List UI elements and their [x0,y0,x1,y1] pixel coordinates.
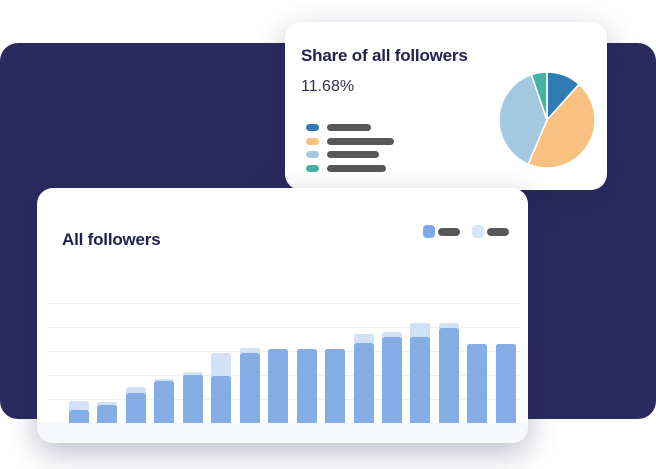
bar-chart [48,291,521,423]
share-card: Share of all followers 11.68% [285,22,607,190]
legend-item [306,151,394,158]
bar-secondary-segment [97,402,118,405]
legend-swatch [306,164,319,172]
bar [97,402,118,423]
chart-footer-strip [37,423,528,443]
bar [495,344,516,423]
bar-primary-segment [495,344,516,423]
bar-secondary-segment [69,401,89,410]
bar-primary-segment [211,376,232,423]
legend-item [423,225,460,238]
bar-primary-segment [296,349,317,423]
bar-primary-segment [125,393,146,423]
bar-primary-segment [381,337,402,423]
bar [381,332,402,423]
bar [467,344,488,423]
followers-card-title: All followers [62,230,161,249]
legend-label-placeholder [327,124,371,131]
bar-primary-segment [239,353,260,423]
bar [154,379,175,423]
bar-secondary-segment [125,387,146,393]
bar [296,349,317,423]
legend-swatch [306,151,319,158]
bar [325,349,346,423]
legend-item [306,137,394,145]
bar [410,323,431,423]
bar [438,323,459,423]
bar-secondary-segment [438,323,459,328]
bar-primary-segment [353,343,374,423]
bar-secondary-segment [211,353,232,376]
slice-orange [527,83,596,169]
bars-container [48,291,521,423]
bar [69,401,89,423]
share-card-title: Share of all followers [301,46,468,65]
legend-swatch [472,225,484,238]
bar [353,334,374,423]
bar [268,349,289,423]
bar-primary-segment [268,349,289,423]
legend-label-placeholder [438,227,460,236]
bar [125,387,146,423]
legend-label-placeholder [327,151,379,158]
pie-chart-svg [498,71,596,169]
bar [239,348,260,423]
legend-item [306,164,394,172]
legend-label-placeholder [327,164,386,172]
share-legend [306,124,394,172]
legend-swatch [306,137,319,145]
legend-swatch [423,225,435,238]
bar-secondary-segment [239,348,260,353]
bar-secondary-segment [410,323,431,337]
bar-secondary-segment [154,379,175,381]
gridline [48,303,521,304]
bar-secondary-segment [381,332,402,337]
bar-primary-segment [325,349,346,423]
pie-chart [498,71,596,169]
bar-primary-segment [467,344,488,423]
legend-swatch [306,124,319,131]
bar-primary-segment [182,375,203,423]
followers-card: All followers [37,188,528,443]
slice-teal [530,71,548,121]
bar-primary-segment [97,405,118,423]
legend-label-placeholder [327,137,394,145]
bar-secondary-segment [353,334,374,343]
bar [182,372,203,423]
bar-primary-segment [438,328,459,423]
bar-secondary-segment [182,372,203,375]
legend-item [306,124,394,131]
bar-primary-segment [154,381,175,423]
slice-light-blue [498,73,548,165]
bar-primary-segment [69,410,89,423]
gridline [48,327,521,328]
legend-label-placeholder [487,227,509,236]
share-value: 11.68% [301,78,355,95]
legend-item [472,225,509,238]
bar-primary-segment [410,337,431,423]
bar [211,353,232,423]
